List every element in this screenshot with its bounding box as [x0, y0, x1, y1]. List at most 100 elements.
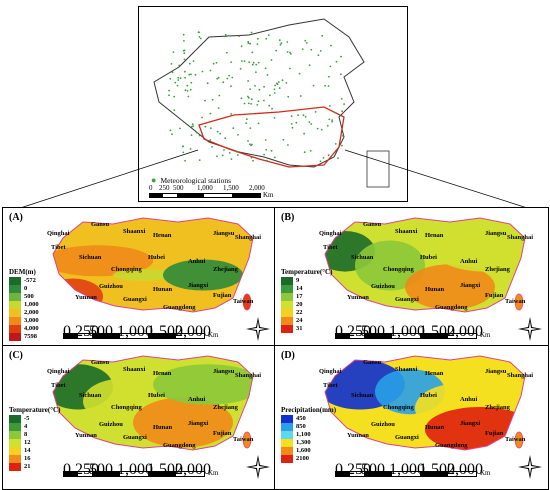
station-point — [303, 151, 306, 154]
scale-tick: 2,000 — [447, 461, 483, 478]
station-point — [269, 94, 271, 97]
legend-label: 14 — [296, 285, 303, 292]
region-outline — [52, 355, 254, 451]
station-point — [337, 157, 339, 160]
legend-row: 2,000 — [9, 309, 39, 317]
scale-track — [63, 471, 205, 477]
scale-tick: 0 — [335, 323, 343, 340]
station-point — [218, 94, 221, 97]
place-label: Guangdong — [163, 304, 196, 311]
station-point — [209, 139, 212, 141]
china-outline — [153, 18, 365, 168]
place-label: Gansu — [363, 221, 382, 228]
station-point — [238, 35, 241, 37]
station-point — [192, 60, 195, 62]
station-point — [245, 118, 248, 121]
station-point — [274, 156, 276, 159]
place-label: Chongqing — [111, 266, 142, 273]
panel-map-svg — [324, 217, 526, 313]
station-point — [252, 61, 255, 64]
scale-segment — [148, 334, 176, 338]
station-point — [273, 92, 276, 94]
station-point — [281, 79, 284, 82]
panel-label: (D) — [281, 350, 295, 361]
place-label: Taiwan — [505, 298, 526, 305]
station-point — [289, 67, 291, 70]
place-label: Hunan — [153, 286, 173, 293]
station-point — [297, 114, 299, 116]
station-point — [264, 67, 267, 70]
station-point — [326, 124, 329, 127]
legend-label: 1,000 — [24, 301, 39, 308]
station-point — [184, 76, 186, 79]
legend-swatch — [9, 455, 21, 463]
station-point — [341, 144, 343, 147]
station-point — [266, 74, 269, 76]
station-point — [241, 60, 243, 62]
scale-tick: 0 — [63, 461, 71, 478]
station-point — [168, 89, 170, 92]
station-point — [257, 122, 260, 125]
station-point — [305, 42, 308, 44]
station-point — [201, 116, 203, 119]
place-label: Taiwan — [233, 298, 254, 305]
place-label: Anhui — [188, 258, 206, 265]
legend-row: 14 — [281, 285, 332, 293]
station-point — [247, 102, 250, 105]
place-label: Sichuan — [79, 254, 102, 261]
legend-swatch — [281, 325, 293, 333]
legend-swatch — [281, 455, 293, 463]
legend-label: 8 — [24, 431, 28, 438]
station-point — [225, 51, 228, 54]
station-point — [308, 64, 311, 67]
station-point — [173, 95, 176, 98]
place-label: Henan — [153, 370, 172, 377]
station-point — [255, 71, 257, 74]
scale-unit: Km — [208, 331, 219, 339]
value-zone — [355, 240, 425, 291]
legend-title: Temperature(°C) — [281, 268, 333, 276]
legend-label: 500 — [24, 293, 34, 300]
station-points — [168, 31, 345, 163]
station-point — [314, 111, 317, 113]
station-point — [204, 125, 207, 128]
station-point — [317, 54, 320, 57]
legend-row: 3,000 — [9, 317, 39, 325]
legend-row: 31 — [281, 325, 332, 333]
scale-bar: 0 250 500 1,000 1,500 2,000 Km — [63, 323, 219, 343]
place-label: Shaanxi — [395, 366, 418, 373]
legend-swatch — [9, 293, 21, 301]
station-point — [182, 151, 185, 154]
station-point — [170, 63, 173, 65]
station-point — [206, 82, 209, 85]
station-point — [341, 110, 343, 113]
station-point — [250, 103, 252, 105]
scale-tick: 1,000 — [117, 323, 153, 340]
station-point — [198, 159, 201, 162]
station-point — [320, 128, 323, 131]
station-point — [331, 120, 333, 123]
station-point — [287, 95, 290, 98]
station-point — [222, 81, 225, 84]
connector-left — [7, 149, 199, 213]
station-point — [277, 81, 280, 83]
place-label: Qinghai — [47, 368, 70, 375]
ov-scale-tick: 0 — [149, 184, 153, 192]
legend-swatch — [9, 415, 21, 423]
station-point — [340, 73, 342, 76]
legend-label: 31 — [296, 325, 303, 332]
station-point — [335, 60, 338, 63]
legend-swatch — [281, 309, 293, 317]
station-point — [267, 34, 270, 36]
place-label: Qinghai — [47, 230, 70, 237]
station-point — [254, 85, 256, 87]
place-label: Guangxi — [123, 434, 147, 441]
panel-map-svg — [324, 355, 526, 451]
station-point — [184, 89, 187, 92]
legend-label: 16 — [24, 455, 31, 462]
panel-legend: Temperature(°C) -5 4 8 12 14 16 21 — [9, 406, 60, 471]
legend-row: 1,000 — [9, 301, 39, 309]
station-point — [264, 139, 267, 141]
station-point — [177, 79, 180, 81]
scale-segment — [92, 472, 120, 476]
